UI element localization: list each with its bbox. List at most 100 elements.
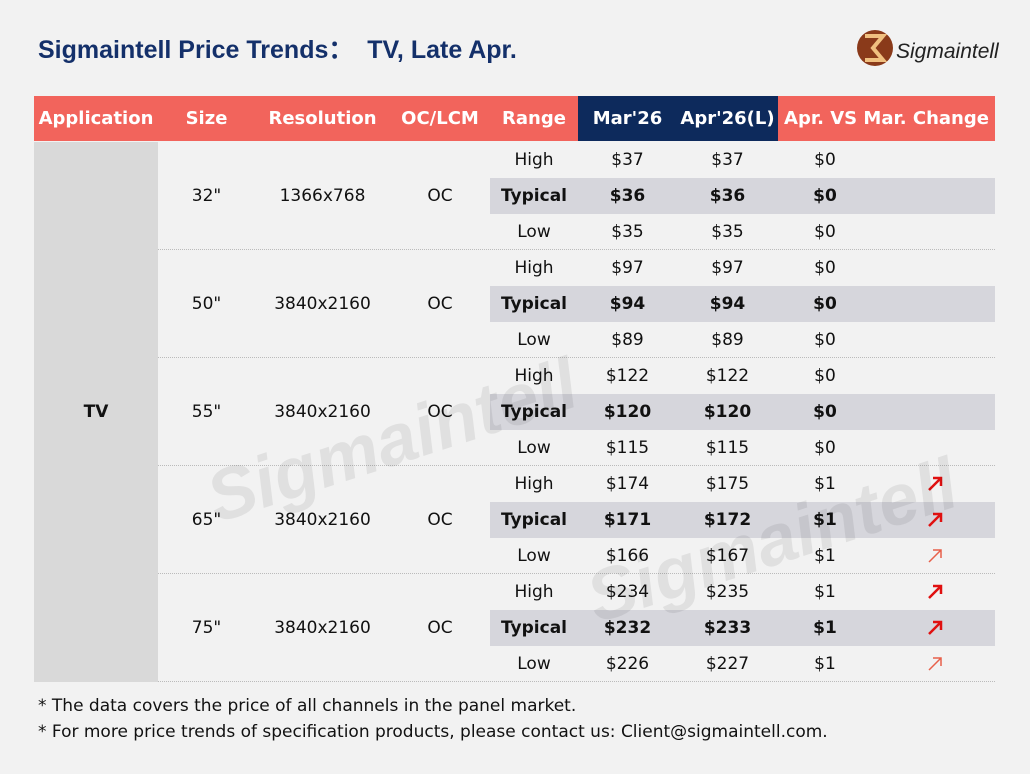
price-cell: Low — [517, 546, 551, 566]
oc-lcm-cell: OC — [427, 294, 453, 314]
size-cell: 55" — [191, 402, 222, 422]
price-cell: $97 — [611, 258, 644, 278]
logo-icon — [857, 30, 893, 66]
price-cell: $227 — [705, 654, 750, 674]
row-separator — [158, 573, 995, 574]
price-cell: $0 — [814, 258, 836, 278]
price-cell: $175 — [705, 474, 750, 494]
resolution-cell: 3840x2160 — [274, 402, 371, 422]
up-arrow — [926, 655, 944, 673]
up-arrow — [926, 547, 944, 565]
price-cell: Low — [517, 222, 551, 242]
price-cell: Low — [517, 330, 551, 350]
price-cell: $0 — [814, 330, 836, 350]
column-header: Application — [34, 96, 158, 141]
arrow-icon — [928, 476, 943, 491]
price-cell: $0 — [813, 402, 837, 422]
resolution-cell: 3840x2160 — [274, 618, 371, 638]
price-cell: $0 — [813, 294, 837, 314]
up-arrow — [926, 583, 944, 601]
price-cell: $94 — [709, 294, 746, 314]
size-cell: 65" — [191, 510, 222, 530]
price-cell: $37 — [711, 150, 744, 170]
arrow-icon — [928, 584, 943, 599]
application-cell: TV — [34, 142, 158, 682]
price-cell: High — [514, 366, 554, 386]
price-cell: $233 — [703, 618, 752, 638]
price-cell: $1 — [813, 618, 837, 638]
price-cell: Low — [517, 654, 551, 674]
footnote: * The data covers the price of all chann… — [38, 696, 577, 716]
price-cell: $0 — [814, 366, 836, 386]
price-cell: $35 — [711, 222, 744, 242]
resolution-cell: 1366x768 — [279, 186, 366, 206]
price-cell: $89 — [711, 330, 744, 350]
footnote: * For more price trends of specification… — [38, 722, 828, 742]
price-cell: Typical — [500, 618, 568, 638]
size-cell: 32" — [191, 186, 222, 206]
column-header: Resolution — [255, 96, 390, 141]
price-cell: $235 — [705, 582, 750, 602]
row-shade — [490, 286, 995, 322]
price-cell: $166 — [605, 546, 650, 566]
price-cell: High — [514, 150, 554, 170]
resolution-cell: 3840x2160 — [274, 294, 371, 314]
row-shade — [490, 610, 995, 646]
price-cell: $1 — [813, 510, 837, 530]
price-cell: $36 — [709, 186, 746, 206]
price-cell: $1 — [814, 546, 836, 566]
price-cell: $172 — [703, 510, 752, 530]
price-cell: Low — [517, 438, 551, 458]
row-shade — [490, 394, 995, 430]
size-cell: 50" — [191, 294, 222, 314]
price-cell: $171 — [603, 510, 652, 530]
price-cell: High — [514, 258, 554, 278]
column-header: Range — [490, 96, 578, 141]
size-cell: 75" — [191, 618, 222, 638]
price-cell: Typical — [500, 402, 568, 422]
oc-lcm-cell: OC — [427, 510, 453, 530]
price-cell: High — [514, 582, 554, 602]
row-separator — [158, 357, 995, 358]
price-cell: $1 — [814, 654, 836, 674]
resolution-cell: 3840x2160 — [274, 510, 371, 530]
price-cell: Typical — [500, 510, 568, 530]
price-cell: $94 — [609, 294, 646, 314]
oc-lcm-cell: OC — [427, 186, 453, 206]
arrow-icon — [928, 549, 942, 563]
logo-text: Sigmaintell — [896, 40, 999, 63]
up-arrow — [926, 511, 944, 529]
price-cell: $0 — [814, 222, 836, 242]
column-header: Apr'26(L) — [677, 96, 778, 141]
price-cell: High — [514, 474, 554, 494]
price-cell: $167 — [705, 546, 750, 566]
price-cell: $0 — [813, 186, 837, 206]
price-cell: $232 — [603, 618, 652, 638]
price-cell: $115 — [605, 438, 650, 458]
price-cell: $36 — [609, 186, 646, 206]
price-cell: $120 — [603, 402, 652, 422]
price-cell: $89 — [611, 330, 644, 350]
column-header: OC/LCM — [390, 96, 490, 141]
row-separator — [158, 681, 995, 682]
up-arrow — [926, 619, 944, 637]
column-header: Size — [158, 96, 255, 141]
price-cell: $174 — [605, 474, 650, 494]
price-cell: $234 — [605, 582, 650, 602]
oc-lcm-cell: OC — [427, 618, 453, 638]
column-header: Apr. VS Mar. Change — [778, 96, 995, 141]
price-cell: $97 — [711, 258, 744, 278]
row-shade — [490, 502, 995, 538]
price-cell: $115 — [705, 438, 750, 458]
arrow-icon — [928, 620, 943, 635]
price-cell: $120 — [703, 402, 752, 422]
price-cell: $226 — [605, 654, 650, 674]
price-cell: $0 — [814, 150, 836, 170]
price-cell: $122 — [705, 366, 750, 386]
row-separator — [158, 465, 995, 466]
row-shade — [490, 178, 995, 214]
oc-lcm-cell: OC — [427, 402, 453, 422]
arrow-icon — [928, 512, 943, 527]
up-arrow — [926, 475, 944, 493]
